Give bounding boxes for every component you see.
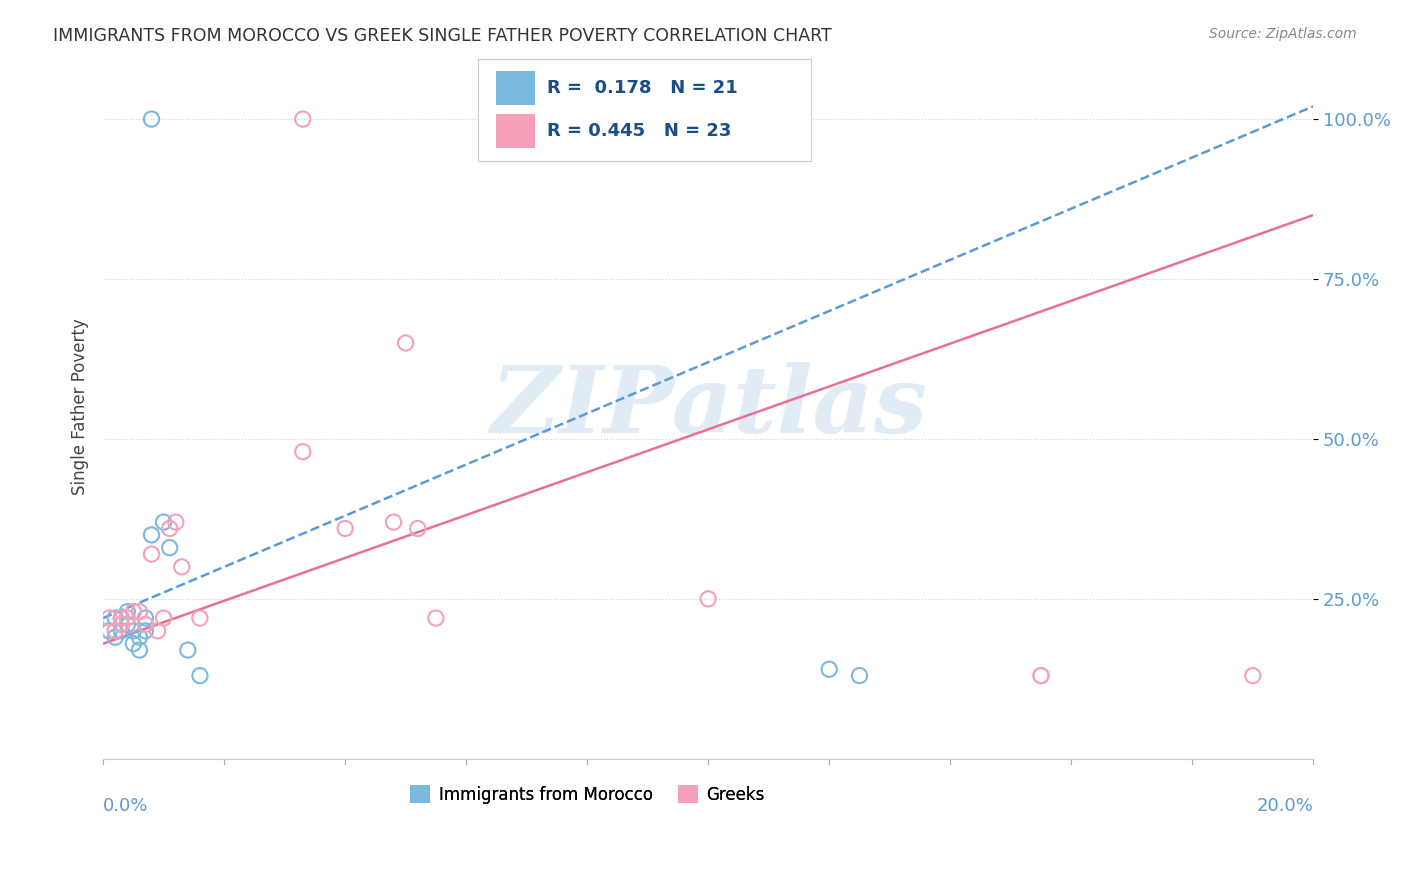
Y-axis label: Single Father Poverty: Single Father Poverty bbox=[72, 318, 89, 495]
Point bbox=[382, 515, 405, 529]
Text: R =  0.178   N = 21: R = 0.178 N = 21 bbox=[547, 79, 738, 97]
Point bbox=[117, 605, 139, 619]
Point bbox=[134, 624, 156, 638]
Point bbox=[188, 668, 211, 682]
Bar bbox=[496, 114, 536, 148]
Point bbox=[122, 605, 145, 619]
Text: Source: ZipAtlas.com: Source: ZipAtlas.com bbox=[1209, 27, 1357, 41]
Point bbox=[177, 643, 200, 657]
Point bbox=[128, 643, 150, 657]
Text: 20.0%: 20.0% bbox=[1257, 797, 1313, 815]
Point bbox=[1029, 668, 1052, 682]
Point bbox=[333, 521, 356, 535]
Point bbox=[128, 630, 150, 644]
Point bbox=[117, 617, 139, 632]
Point bbox=[818, 662, 841, 676]
Legend: Immigrants from Morocco, Greeks: Immigrants from Morocco, Greeks bbox=[404, 779, 770, 810]
Point bbox=[141, 112, 163, 127]
Point bbox=[406, 521, 429, 535]
Point bbox=[170, 560, 193, 574]
Point bbox=[128, 605, 150, 619]
Point bbox=[104, 624, 127, 638]
Point bbox=[697, 591, 720, 606]
Point bbox=[134, 611, 156, 625]
Point bbox=[117, 611, 139, 625]
Point bbox=[134, 617, 156, 632]
Text: IMMIGRANTS FROM MOROCCO VS GREEK SINGLE FATHER POVERTY CORRELATION CHART: IMMIGRANTS FROM MOROCCO VS GREEK SINGLE … bbox=[53, 27, 832, 45]
Point bbox=[110, 624, 132, 638]
FancyBboxPatch shape bbox=[478, 59, 811, 161]
Text: 0.0%: 0.0% bbox=[103, 797, 149, 815]
Point bbox=[98, 611, 121, 625]
Point bbox=[104, 611, 127, 625]
Point bbox=[141, 528, 163, 542]
Point bbox=[1241, 668, 1264, 682]
Point bbox=[110, 611, 132, 625]
Text: R = 0.445   N = 23: R = 0.445 N = 23 bbox=[547, 122, 731, 140]
Bar bbox=[496, 71, 536, 105]
Point bbox=[291, 112, 314, 127]
Text: ZIPatlas: ZIPatlas bbox=[489, 362, 927, 452]
Point bbox=[159, 541, 181, 555]
Point bbox=[425, 611, 447, 625]
Point bbox=[122, 637, 145, 651]
Point bbox=[152, 611, 174, 625]
Point bbox=[188, 611, 211, 625]
Point bbox=[110, 611, 132, 625]
Point bbox=[122, 624, 145, 638]
Point bbox=[110, 617, 132, 632]
Point bbox=[152, 515, 174, 529]
Point bbox=[104, 630, 127, 644]
Point bbox=[98, 624, 121, 638]
Point bbox=[291, 444, 314, 458]
Point bbox=[141, 547, 163, 561]
Point bbox=[848, 668, 870, 682]
Point bbox=[159, 521, 181, 535]
Point bbox=[395, 336, 418, 351]
Point bbox=[165, 515, 187, 529]
Point bbox=[1029, 668, 1052, 682]
Point bbox=[146, 624, 169, 638]
